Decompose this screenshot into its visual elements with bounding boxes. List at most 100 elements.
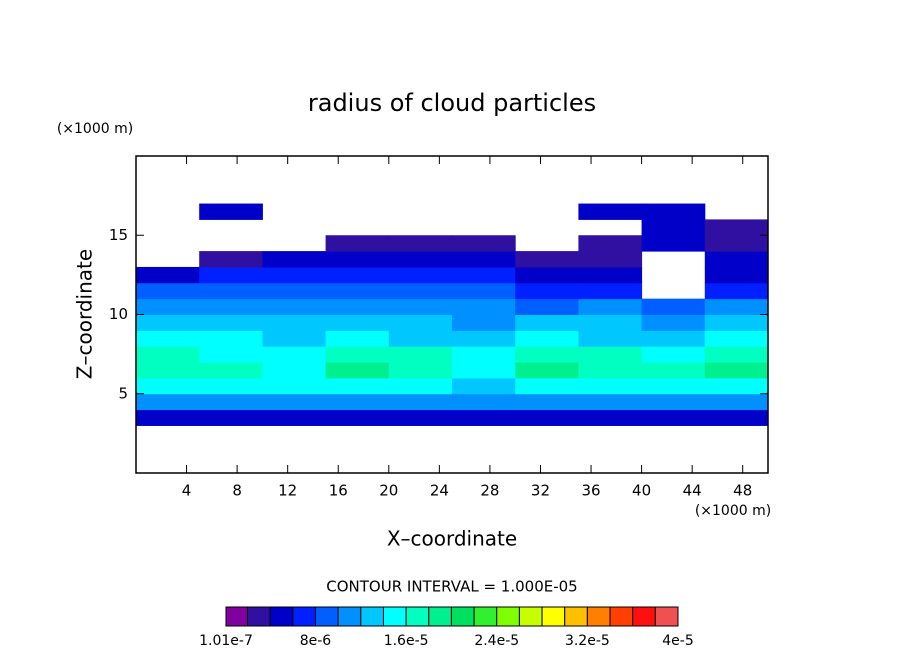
contour-cell [262, 377, 327, 395]
colorbar-box [586, 606, 611, 627]
contour-cell [136, 282, 200, 300]
contour-cell [388, 330, 453, 347]
contour-cell [199, 266, 263, 284]
colorbar-box [337, 606, 362, 627]
contour-cell [136, 346, 200, 363]
contour-cell [515, 298, 579, 315]
x-tick-label: 24 [430, 482, 449, 500]
contour-cell [704, 330, 769, 347]
contour-cell [452, 377, 516, 395]
contour-cell [325, 251, 390, 268]
contour-cell [388, 251, 453, 268]
contour-cell [388, 314, 453, 331]
contour-cell [641, 393, 706, 411]
contour-cell [578, 235, 643, 252]
contour-cell [325, 235, 390, 252]
contour-cell [136, 330, 200, 347]
x-axis-label: X–coordinate [387, 527, 517, 551]
contour-cell [578, 409, 643, 426]
contour-cell [325, 393, 390, 411]
contour-cell [515, 266, 579, 284]
contour-cell [578, 251, 643, 268]
colorbar-box [496, 606, 520, 627]
contour-cell [704, 298, 769, 315]
contour-cell [641, 346, 706, 363]
contour-cell [515, 251, 579, 268]
contour-cell [578, 314, 643, 331]
contour-cell [262, 251, 327, 268]
contour-cell [452, 282, 516, 300]
colorbar-box [405, 606, 430, 627]
colorbar-box [225, 606, 249, 627]
contour-cell [388, 377, 453, 395]
x-unit: (×1000 m) [695, 503, 771, 519]
contour-cell [578, 203, 643, 220]
y-tick-label: 15 [109, 226, 128, 244]
contour-cell [641, 298, 706, 315]
contour-cell [578, 377, 643, 395]
colorbar: 1.01e-7 8e-6 1.6e-5 2.4e-5 3.2e-5 4e-5 [199, 606, 694, 649]
contour-cell [136, 298, 200, 315]
contour-cell [578, 393, 643, 411]
contour-cell [262, 346, 327, 363]
contour-cell [515, 377, 579, 395]
contour-cell [325, 346, 390, 363]
colorbar-label: 1.6e-5 [384, 633, 429, 649]
x-tick-label: 48 [733, 482, 752, 500]
contour-cell [515, 314, 579, 331]
colorbar-box [564, 606, 588, 627]
contour-cell [452, 362, 516, 379]
y-unit: (×1000 m) [57, 121, 133, 137]
contour-cell [704, 393, 769, 411]
x-tick-label: 16 [329, 482, 348, 500]
contour-cell [199, 251, 263, 268]
colorbar-label: 4e-5 [662, 633, 693, 649]
contour-cell [199, 330, 263, 347]
contour-cell [641, 219, 706, 236]
x-tick-label: 40 [632, 482, 651, 500]
contour-cell [515, 409, 579, 426]
contour-cell [325, 362, 390, 379]
contour-cell [704, 219, 769, 236]
contour-cell [641, 330, 706, 347]
contour-cell [136, 314, 200, 331]
contour-cell [325, 298, 390, 315]
contour-cell [452, 409, 516, 426]
contour-cell [325, 377, 390, 395]
contour-cell [199, 393, 263, 411]
colorbar-box [314, 606, 339, 627]
colorbar-box [541, 606, 566, 627]
contour-cell [262, 282, 327, 300]
contour-cell [515, 362, 579, 379]
contour-cell [199, 346, 263, 363]
contour-cell [325, 314, 390, 331]
x-tick-label: 28 [480, 482, 499, 500]
contour-cell [262, 330, 327, 347]
colorbar-box [269, 606, 294, 627]
contour-cell [704, 346, 769, 363]
contour-cell [262, 314, 327, 331]
contour-cell [388, 298, 453, 315]
contour-cell [325, 330, 390, 347]
colorbar-box [473, 606, 498, 627]
y-axis-label: Z–coordinate [73, 249, 97, 379]
contour-cell [262, 266, 327, 284]
colorbar-box [518, 606, 543, 627]
contour-cell [704, 282, 769, 300]
x-tick-label: 36 [581, 482, 600, 500]
colorbar-box [292, 606, 316, 627]
contour-cell [325, 266, 390, 284]
contour-cell [452, 330, 516, 347]
annotation: CONTOUR INTERVAL = 1.000E-05 [326, 578, 577, 596]
contour-cell [704, 266, 769, 284]
x-tick-label: 12 [278, 482, 297, 500]
contour-cell [641, 314, 706, 331]
contour-cell [452, 251, 516, 268]
contour-cell [704, 362, 769, 379]
contour-cell [704, 377, 769, 395]
contour-field [136, 203, 769, 426]
contour-cell [452, 298, 516, 315]
colorbar-box [632, 606, 656, 627]
contour-cell [704, 314, 769, 331]
